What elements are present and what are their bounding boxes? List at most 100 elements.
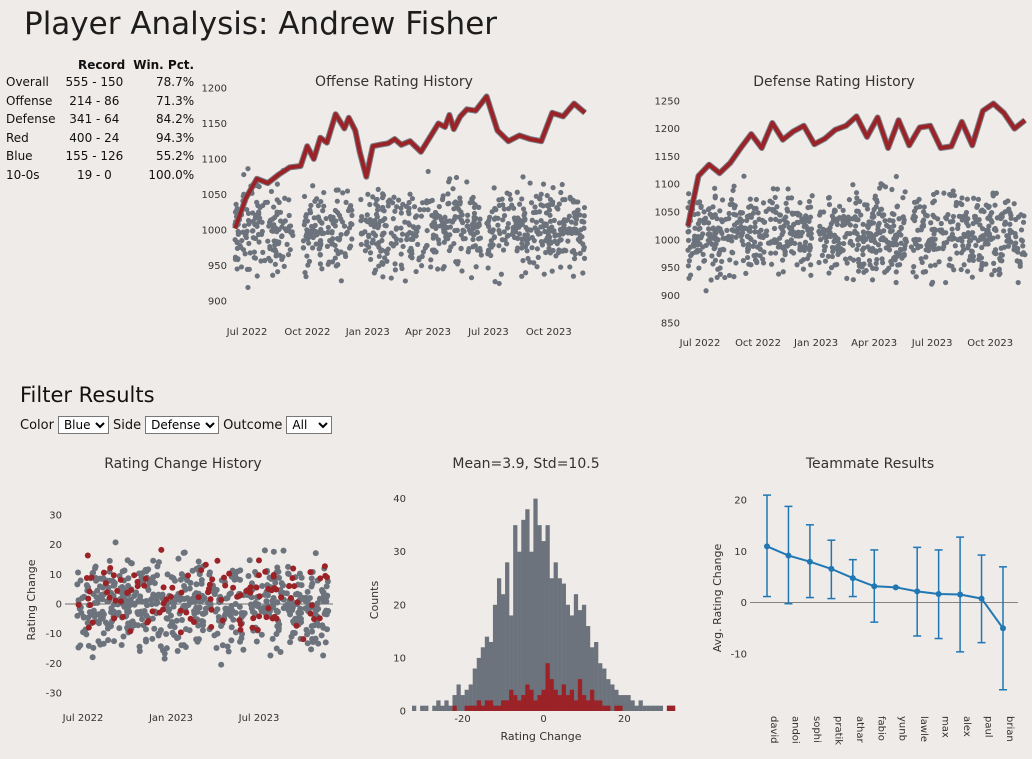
opponent-rating-point <box>698 204 704 211</box>
opponent-rating-point <box>751 205 757 211</box>
opponent-rating-point <box>376 239 382 246</box>
opponent-rating-point <box>899 255 905 261</box>
opponent-rating-point <box>433 225 439 232</box>
opponent-rating-point <box>970 257 976 263</box>
opponent-rating-point <box>786 241 792 247</box>
opponent-rating-point <box>495 222 501 228</box>
opponent-rating-point <box>1004 233 1010 239</box>
opponent-rating-point <box>844 260 850 266</box>
histogram-bar <box>488 641 494 711</box>
opponent-rating-point <box>522 232 528 238</box>
opponent-rating-point <box>842 256 849 262</box>
x-tick-label: Oct 2023 <box>967 338 1013 349</box>
opponent-rating-point <box>281 263 287 269</box>
opponent-rating-point <box>522 244 529 250</box>
stats-pct: 71.3% <box>155 93 195 108</box>
opponent-rating-point <box>974 202 981 209</box>
opponent-rating-point <box>577 212 583 218</box>
filtered-change-point <box>183 609 190 616</box>
opponent-rating-point <box>445 191 451 197</box>
opponent-rating-point <box>850 182 856 188</box>
opponent-rating-point <box>780 229 786 235</box>
opponent-rating-point <box>524 248 530 254</box>
histogram-bar <box>606 679 611 711</box>
opponent-rating-point <box>860 229 867 235</box>
rating-change-point <box>298 609 305 616</box>
side-select[interactable]: Defense <box>145 416 220 434</box>
opponent-rating-point <box>286 197 292 203</box>
opponent-rating-point <box>708 277 714 283</box>
page-title: Player Analysis: Andrew Fisher <box>24 6 498 42</box>
histogram-bar <box>456 684 461 711</box>
opponent-rating-point <box>370 194 376 200</box>
y-tick-label: 1150 <box>202 119 227 130</box>
opponent-rating-point <box>269 216 276 222</box>
histogram-bar <box>432 705 437 711</box>
opponent-rating-point <box>393 240 399 246</box>
opponent-rating-point <box>244 206 250 213</box>
opponent-rating-point <box>712 230 719 237</box>
filtered-change-point <box>221 574 228 581</box>
opponent-rating-point <box>712 193 718 199</box>
filtered-change-point <box>114 587 121 594</box>
opponent-rating-point <box>251 249 257 255</box>
rating-change-point <box>118 642 125 649</box>
outcome-select[interactable]: All <box>286 416 333 434</box>
opponent-rating-point <box>504 241 510 247</box>
histogram-bar <box>452 695 457 711</box>
opponent-rating-point <box>711 212 717 218</box>
filtered-change-point <box>247 584 254 591</box>
opponent-rating-point <box>817 209 824 215</box>
opponent-rating-point <box>257 215 263 221</box>
opponent-rating-point <box>864 202 870 208</box>
opponent-rating-point <box>272 247 278 253</box>
opponent-rating-point <box>790 231 796 237</box>
opponent-rating-point <box>541 271 547 277</box>
opponent-rating-point <box>420 249 427 255</box>
opponent-rating-point <box>947 256 953 262</box>
opponent-rating-point <box>287 247 293 253</box>
filtered-histogram-bar <box>545 663 550 711</box>
filtered-change-point <box>178 589 185 596</box>
histogram-bar <box>654 705 659 711</box>
opponent-rating-point <box>1011 201 1017 207</box>
rating-change-point <box>294 590 301 597</box>
histogram-bar <box>634 705 639 711</box>
opponent-rating-point <box>771 225 778 232</box>
y-tick-label: -20 <box>46 659 62 670</box>
opponent-rating-point <box>806 198 812 205</box>
opponent-rating-point <box>433 233 439 239</box>
x-tick-label: Oct 2023 <box>526 327 572 338</box>
opponent-rating-point <box>427 198 433 205</box>
opponent-rating-point <box>969 274 975 280</box>
filtered-change-point <box>187 615 194 622</box>
opponent-rating-point <box>475 224 481 230</box>
stats-row: Overall 555 - 150 78.7% <box>4 73 198 92</box>
x-tick-label: Jul 2022 <box>226 327 268 338</box>
opponent-rating-point <box>873 260 879 267</box>
color-select[interactable]: Blue <box>57 416 109 434</box>
rating-change-point <box>259 582 266 589</box>
rating-change-point <box>309 628 316 635</box>
opponent-rating-point <box>570 199 576 205</box>
opponent-rating-point <box>893 269 899 275</box>
rating-change-point <box>276 574 283 581</box>
opponent-rating-point <box>686 191 692 197</box>
x-tick-label: 0 <box>540 714 546 725</box>
opponent-rating-point <box>960 247 967 253</box>
rating-change-point <box>320 652 327 659</box>
opponent-rating-point <box>965 230 971 236</box>
filtered-change-point <box>222 582 229 589</box>
opponent-rating-point <box>452 227 458 234</box>
opponent-rating-point <box>950 213 957 220</box>
filtered-change-point <box>158 546 165 553</box>
opponent-rating-point <box>313 241 319 247</box>
filtered-change-point <box>177 607 184 614</box>
opponent-rating-point <box>913 241 919 247</box>
opponent-rating-point <box>558 189 564 196</box>
opponent-rating-point <box>310 183 316 189</box>
rating-change-point <box>159 591 166 598</box>
opponent-rating-point <box>246 240 252 247</box>
filtered-histogram-bar <box>484 700 490 711</box>
teammate-name-label: alex <box>961 716 972 737</box>
